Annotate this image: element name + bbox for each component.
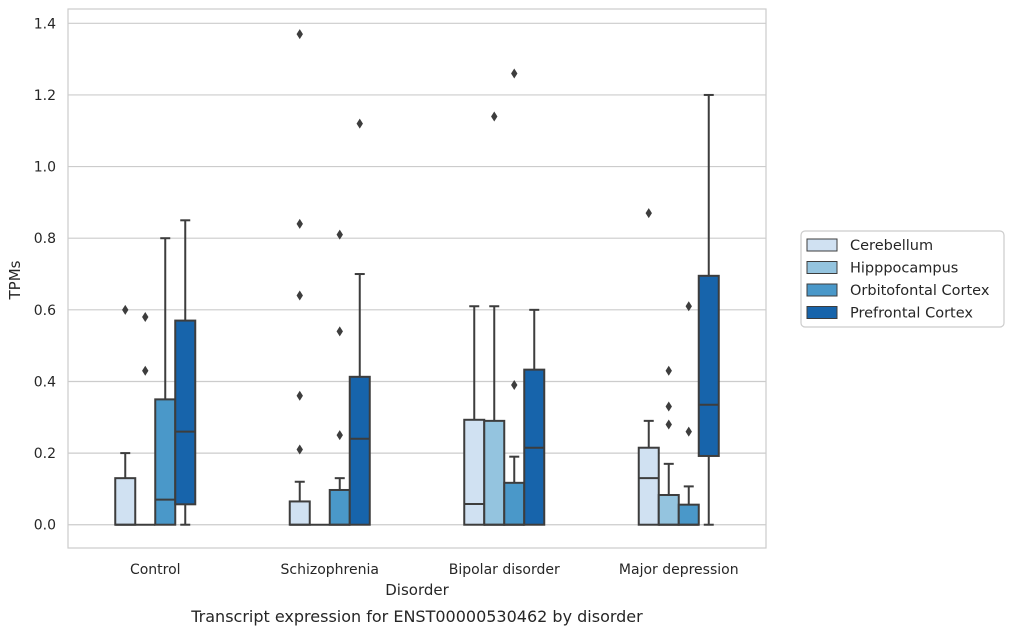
outlier-point <box>491 111 498 122</box>
outlier-point <box>685 301 692 312</box>
y-tick-label: 0.0 <box>34 518 56 534</box>
box-orbitofontal-cortex <box>677 301 700 526</box>
box-prefrontal-cortex <box>523 308 546 526</box>
outlier-point <box>296 218 303 229</box>
legend-swatch <box>806 238 838 252</box>
outlier-point <box>665 419 672 430</box>
legend-entry: Orbitofontal Cortex <box>850 283 990 299</box>
outlier-point <box>142 312 149 322</box>
y-axis-label: TPMs <box>6 260 24 300</box>
box-prefrontal-cortex <box>697 93 720 526</box>
outlier-point <box>336 326 343 337</box>
box-iqr <box>657 493 680 526</box>
outlier-point <box>296 444 303 455</box>
box-orbitofontal-cortex <box>328 229 351 526</box>
box-iqr <box>154 398 177 526</box>
outlier-point <box>356 118 363 129</box>
box-iqr <box>463 418 486 526</box>
outlier-point <box>645 208 652 219</box>
chart-caption: Transcript expression for ENST0000053046… <box>190 607 643 626</box>
outlier-point <box>665 365 672 376</box>
x-tick-label: Bipolar disorder <box>449 562 560 578</box>
box-iqr <box>697 274 720 457</box>
box-prefrontal-cortex <box>348 118 371 526</box>
outlier-point <box>122 304 129 315</box>
legend: Cerebellum Hipppocampus Orbitofontal Corte… <box>800 230 1005 328</box>
outlier-point <box>685 426 692 437</box>
box-iqr <box>288 500 311 526</box>
box-prefrontal-cortex <box>174 219 197 526</box>
box-iqr <box>348 375 371 526</box>
legend-swatch <box>806 306 838 319</box>
box-hipppocampus <box>483 111 506 526</box>
y-tick-label: 0.4 <box>34 374 56 390</box>
box-hipppocampus <box>657 365 680 526</box>
box-cerebellum <box>114 304 137 526</box>
x-tick-label: Control <box>130 562 181 578</box>
plot-frame <box>67 8 767 549</box>
box-iqr <box>483 419 506 526</box>
legend-swatch <box>806 283 838 297</box>
box-cerebellum <box>463 305 486 526</box>
box-orbitofontal-cortex <box>503 68 526 526</box>
y-tick-label: 1.4 <box>34 16 56 32</box>
box-iqr <box>503 481 526 526</box>
legend-frame <box>800 230 1005 328</box>
box-hipppocampus <box>135 312 156 526</box>
outlier-point <box>511 380 518 391</box>
y-tick-label: 0.2 <box>34 446 56 462</box>
legend-entry: Prefrontal Cortex <box>850 306 973 322</box>
outlier-point <box>336 229 343 240</box>
x-tick-labels: Control Schizophrenia Bipolar disorder Majo… <box>130 562 739 578</box>
x-tick-label: Schizophrenia <box>281 562 379 578</box>
outlier-point <box>296 390 303 401</box>
y-tick-label: 1.2 <box>34 88 56 104</box>
y-tick-label: 0.6 <box>34 303 56 319</box>
box-orbitofontal-cortex <box>154 237 177 526</box>
box-cerebellum <box>637 208 660 526</box>
box-iqr <box>328 488 351 526</box>
y-tick-label: 0.8 <box>34 231 56 247</box>
box-iqr <box>677 503 700 526</box>
box-iqr <box>174 319 197 506</box>
legend-entry: Cerebellum <box>850 238 933 254</box>
box-cerebellum <box>288 29 311 526</box>
box-groups <box>114 29 720 526</box>
outlier-point <box>336 430 343 441</box>
legend-entry: Hipppocampus <box>850 261 958 277</box>
x-axis-label: Disorder <box>385 581 449 599</box>
y-tick-labels: 0.0 0.2 0.4 0.6 0.8 1.0 1.2 1.4 <box>34 16 56 533</box>
outlier-point <box>511 68 518 79</box>
outlier-point <box>296 29 303 40</box>
box-iqr <box>114 477 137 526</box>
legend-swatch <box>806 261 838 274</box>
x-tick-label: Major depression <box>619 562 739 578</box>
box-iqr <box>637 446 660 526</box>
y-tick-label: 1.0 <box>34 160 56 176</box>
outlier-point <box>296 290 303 301</box>
outlier-point <box>142 365 149 376</box>
outlier-point <box>665 401 672 412</box>
